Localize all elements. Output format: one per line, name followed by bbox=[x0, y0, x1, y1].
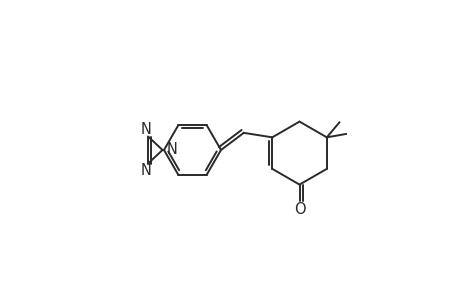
Text: O: O bbox=[293, 202, 305, 217]
Text: N: N bbox=[140, 122, 151, 137]
Text: N: N bbox=[166, 142, 177, 158]
Text: N: N bbox=[140, 163, 151, 178]
